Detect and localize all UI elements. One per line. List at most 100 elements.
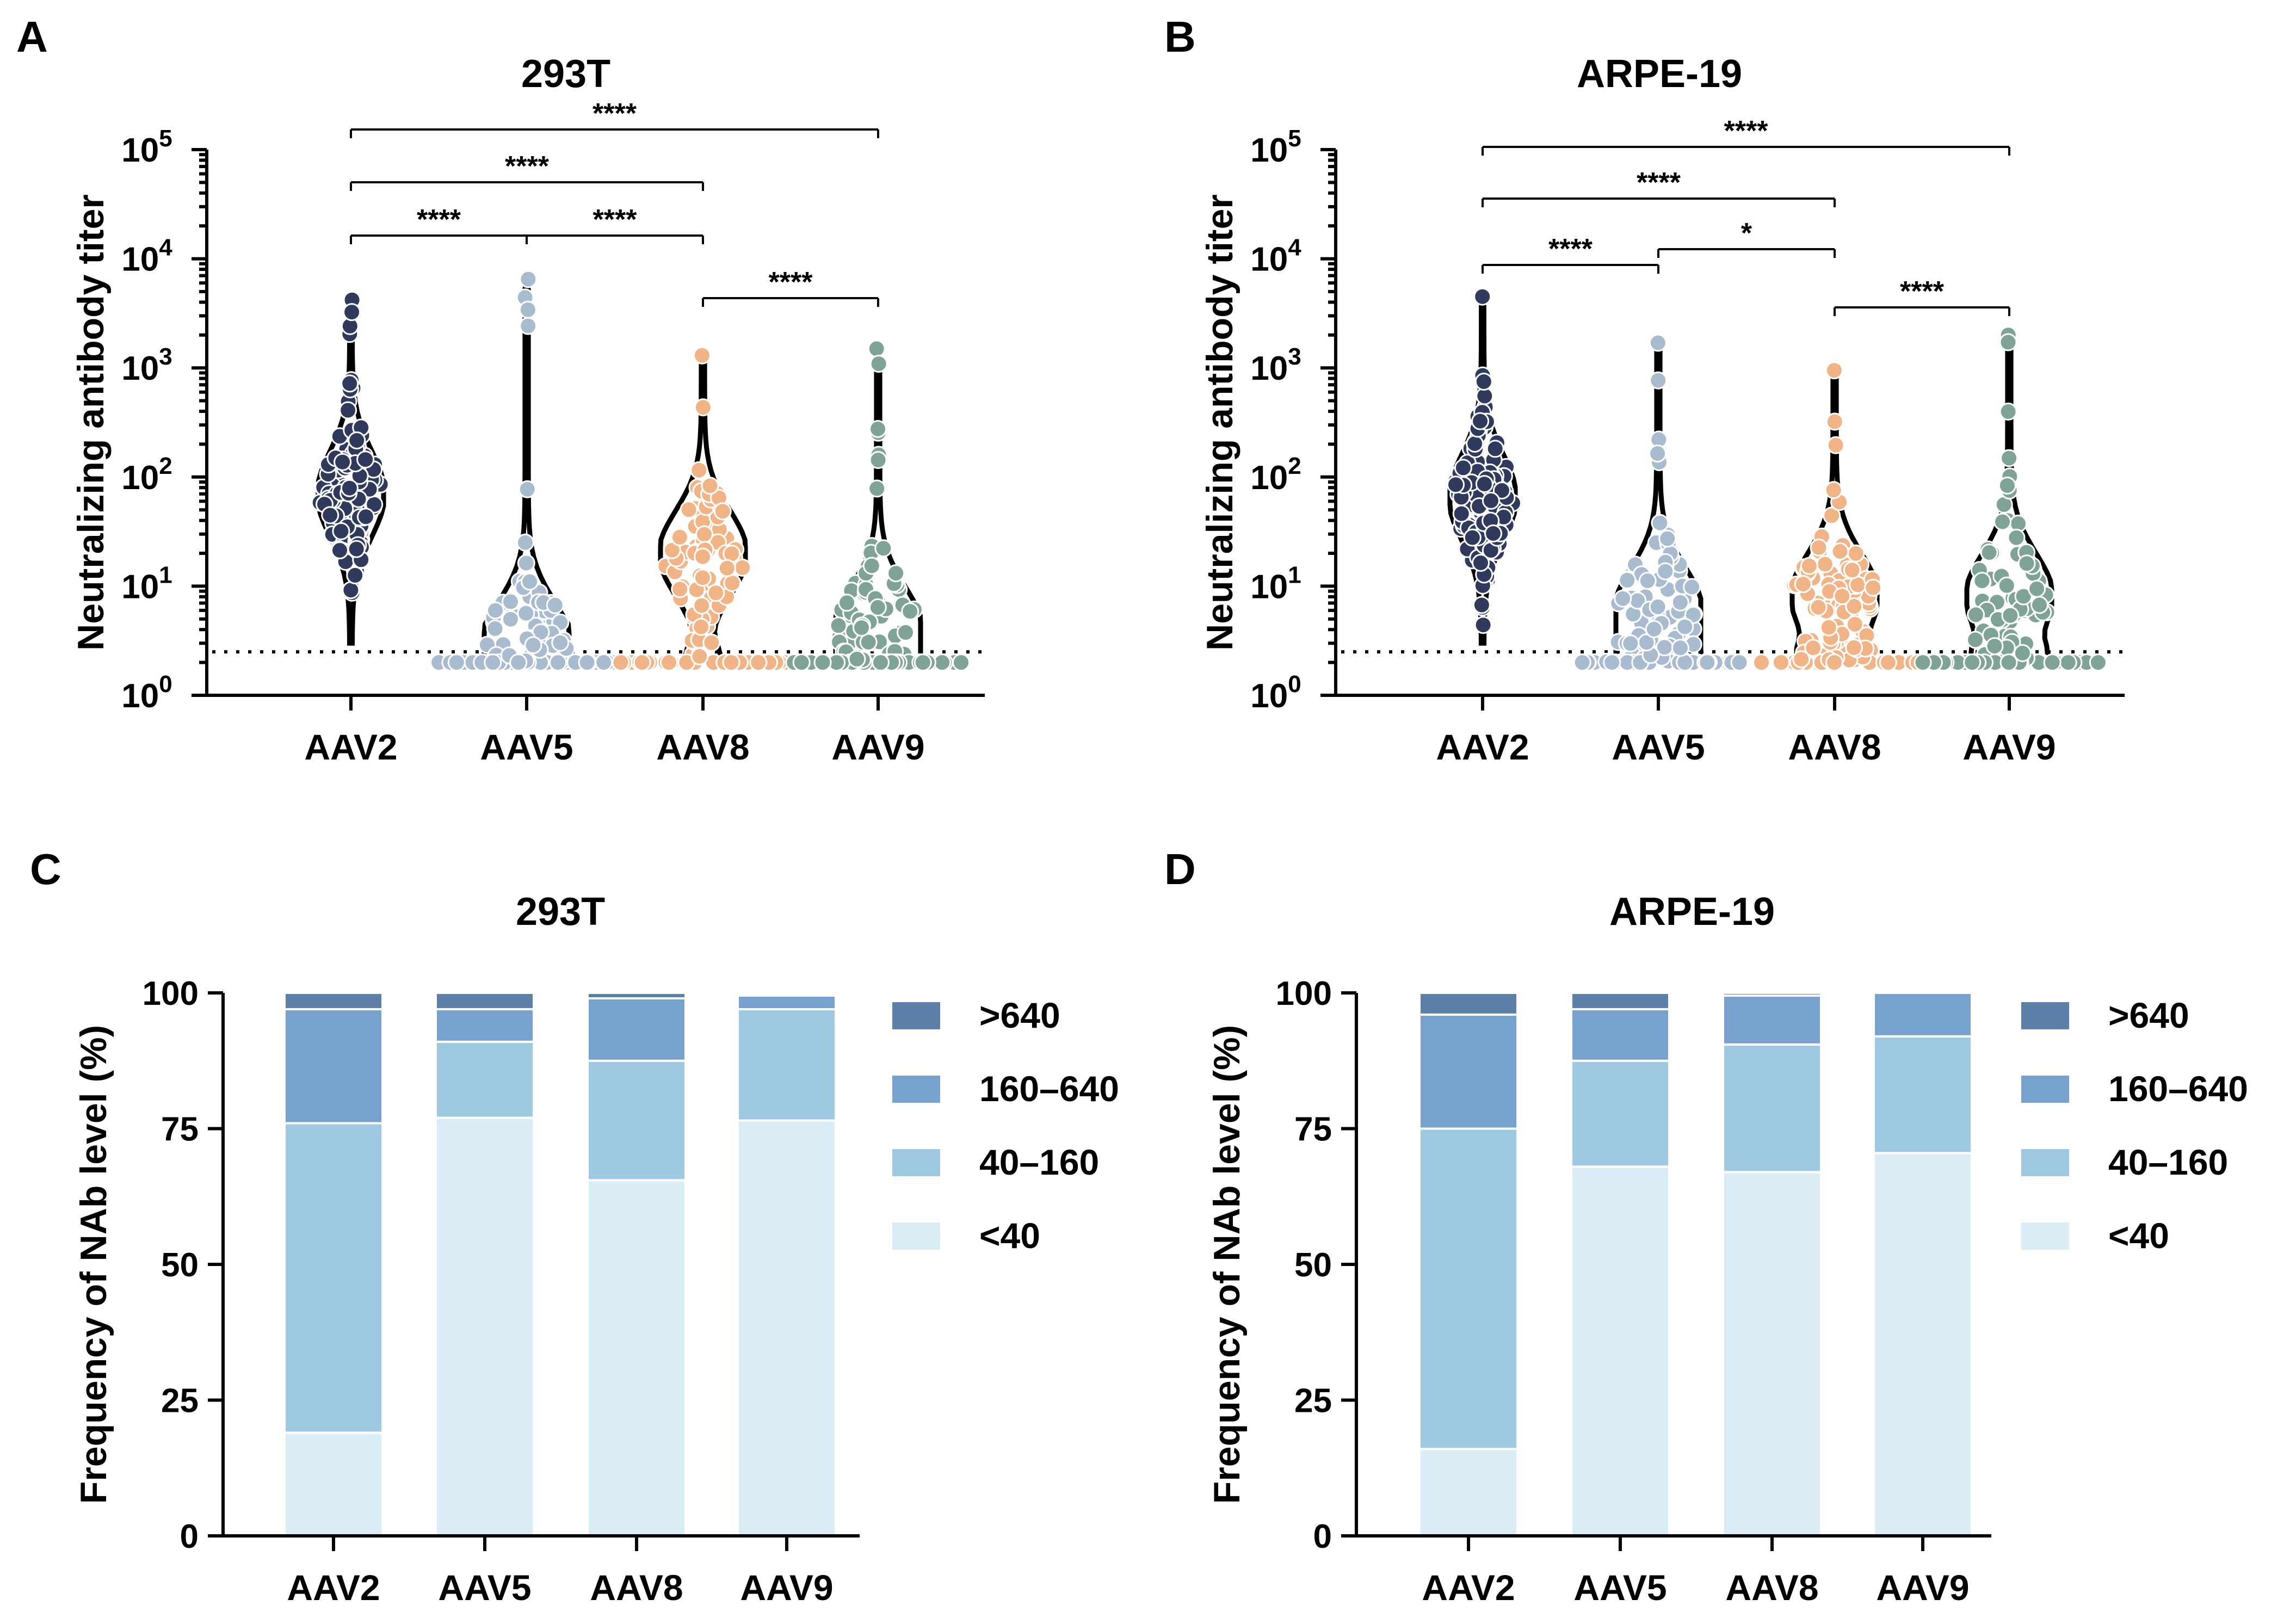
bar-segment-aav5-640 [435, 992, 535, 1010]
data-point-aav2 [1473, 287, 1492, 306]
data-point-aav5 [549, 653, 567, 672]
legend-swatch-40-160 [892, 1149, 940, 1176]
legend: >640 160–640 40–160 <40 [2021, 995, 2248, 1256]
significance-label: **** [417, 204, 461, 236]
x-tick-label-aav5: AAV5 [480, 727, 573, 767]
data-point-aav5 [1618, 571, 1637, 589]
data-point-aav8 [1843, 561, 1861, 579]
data-point-aav5 [502, 592, 520, 611]
data-point-aav9 [952, 653, 970, 672]
y-tick-label: 104 [1250, 234, 1301, 279]
data-point-aav2 [1447, 476, 1465, 494]
data-point-aav5 [578, 653, 596, 672]
x-tick-label-aav5: AAV5 [1612, 727, 1705, 767]
bar-segment-aav2-640 [283, 992, 384, 1010]
y-tick-label: 25 [161, 1382, 199, 1420]
data-point-aav9 [901, 602, 919, 621]
x-tick-label-aav2: AAV2 [1436, 727, 1529, 767]
data-point-aav2 [340, 479, 359, 497]
legend-label-40: <40 [979, 1215, 1040, 1256]
legend-label-40-160: 40–160 [979, 1142, 1099, 1182]
data-point-aav9 [914, 653, 932, 672]
legend-swatch-160-640 [892, 1076, 940, 1103]
data-point-aav9 [2013, 644, 2032, 662]
data-point-aav5 [595, 653, 613, 672]
data-point-aav9 [1999, 653, 2018, 672]
y-tick-label: 100 [143, 975, 199, 1012]
legend-swatch-40 [2021, 1222, 2069, 1250]
x-tick-label-aav8: AAV8 [590, 1567, 683, 1608]
bar-segment-aav9-40-160 [1873, 1035, 1973, 1154]
data-point-aav9 [2000, 449, 2019, 467]
data-point-aav9 [2001, 606, 2020, 625]
bar-segment-aav5-40-160 [1570, 1059, 1670, 1168]
data-point-aav5 [501, 610, 520, 628]
legend-label-640: >640 [979, 995, 1060, 1035]
panel-d-stacked-bar-chart: ARPE-19 Frequency of NAb level (%) 0 25 50 75… [1206, 890, 2248, 1608]
x-tick-label-aav2: AAV2 [304, 727, 397, 767]
data-point-aav5 [1603, 653, 1621, 672]
bar-segment-aav2-160-640 [283, 1008, 384, 1125]
y-tick-label: 100 [121, 671, 172, 715]
y-tick-label: 101 [1250, 561, 1301, 606]
data-point-aav8 [1804, 639, 1823, 657]
data-point-aav2 [1474, 373, 1493, 391]
data-point-aav5 [519, 317, 538, 335]
data-point-aav2 [331, 541, 349, 559]
bar-segment-aav9-40 [737, 1119, 837, 1537]
data-point-aav9 [2030, 596, 2048, 614]
x-tick-label-aav9: AAV9 [740, 1567, 833, 1608]
data-point-aav8 [1845, 597, 1863, 615]
data-point-aav2 [332, 522, 350, 540]
x-tick-label-aav8: AAV8 [1725, 1567, 1818, 1608]
data-point-aav8 [749, 653, 768, 672]
data-point-aav8 [1819, 618, 1838, 637]
data-point-aav2 [1484, 524, 1502, 542]
bar-segment-aav5-160-640 [435, 1008, 535, 1043]
data-point-aav2 [334, 453, 352, 471]
data-point-aav9 [1914, 653, 1932, 672]
data-point-aav5 [1651, 514, 1669, 532]
data-point-aav5 [517, 604, 535, 622]
x-tick-label-aav9: AAV9 [1876, 1567, 1969, 1608]
y-tick-label: 0 [180, 1518, 199, 1555]
y-tick-label: 75 [1294, 1111, 1332, 1148]
data-point-aav8 [1809, 598, 1828, 616]
chart-title: 293T [521, 52, 610, 96]
bar-segment-aav5-160-640 [1570, 1008, 1670, 1062]
data-point-aav5 [1621, 634, 1640, 653]
data-point-aav8 [694, 398, 712, 417]
data-point-aav5 [524, 636, 542, 654]
data-point-aav9 [2028, 579, 2046, 598]
data-point-aav9 [874, 539, 893, 558]
data-point-aav9 [1973, 572, 1991, 590]
data-point-aav9 [867, 339, 886, 358]
data-point-aav5 [486, 619, 504, 638]
data-point-aav9 [862, 557, 881, 575]
x-tick-label-aav9: AAV9 [1962, 727, 2056, 767]
data-point-aav8 [693, 596, 711, 615]
data-point-aav9 [2017, 554, 2036, 573]
data-point-aav8 [1810, 538, 1828, 557]
data-point-aav9 [859, 633, 878, 651]
significance-label: **** [505, 151, 550, 182]
data-point-aav8 [670, 528, 689, 546]
data-point-aav8 [1845, 638, 1863, 657]
x-tick-label-aav8: AAV8 [656, 727, 749, 767]
data-point-aav5 [447, 653, 466, 672]
bar-segment-aav9-40-160 [737, 1008, 837, 1122]
bar-segment-aav8-640 [587, 992, 687, 999]
bar-segment-aav5-40 [435, 1116, 535, 1537]
data-point-aav5 [1671, 593, 1689, 612]
bar-segment-aav2-40 [283, 1431, 384, 1537]
data-point-aav5 [1649, 371, 1668, 390]
bar-segment-aav2-40-160 [283, 1122, 384, 1434]
data-point-aav9 [1993, 512, 2011, 531]
significance-label: **** [769, 267, 813, 298]
data-point-aav9 [869, 420, 887, 438]
data-point-aav5 [1671, 639, 1689, 657]
data-point-aav9 [2007, 528, 2026, 547]
data-point-aav5 [1638, 572, 1657, 590]
chart-title: ARPE-19 [1577, 52, 1742, 96]
